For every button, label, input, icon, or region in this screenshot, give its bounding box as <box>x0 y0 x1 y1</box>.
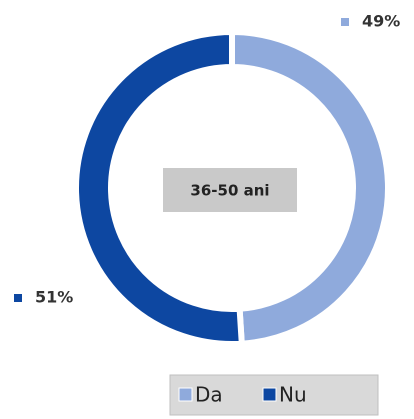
label-marker <box>341 18 349 26</box>
label-marker <box>14 294 22 302</box>
data-label: 51% <box>35 288 73 307</box>
donut-slice <box>229 28 391 347</box>
donut-slice <box>72 28 245 347</box>
center-box <box>163 168 297 212</box>
legend-label: Nu <box>279 383 307 407</box>
data-label: 49% <box>362 12 400 31</box>
legend-swatch <box>178 387 193 402</box>
center-label: 36-50 ani <box>190 182 269 200</box>
legend-swatch <box>262 387 277 402</box>
legend-label: Da <box>195 383 223 407</box>
